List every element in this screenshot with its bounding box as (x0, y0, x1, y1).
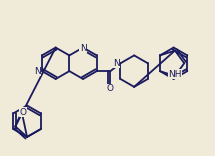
Text: N: N (34, 67, 41, 76)
Text: N: N (113, 59, 120, 68)
Text: NH: NH (168, 70, 182, 78)
Text: N: N (80, 44, 86, 53)
Text: O: O (19, 107, 26, 117)
Text: O: O (107, 84, 114, 93)
